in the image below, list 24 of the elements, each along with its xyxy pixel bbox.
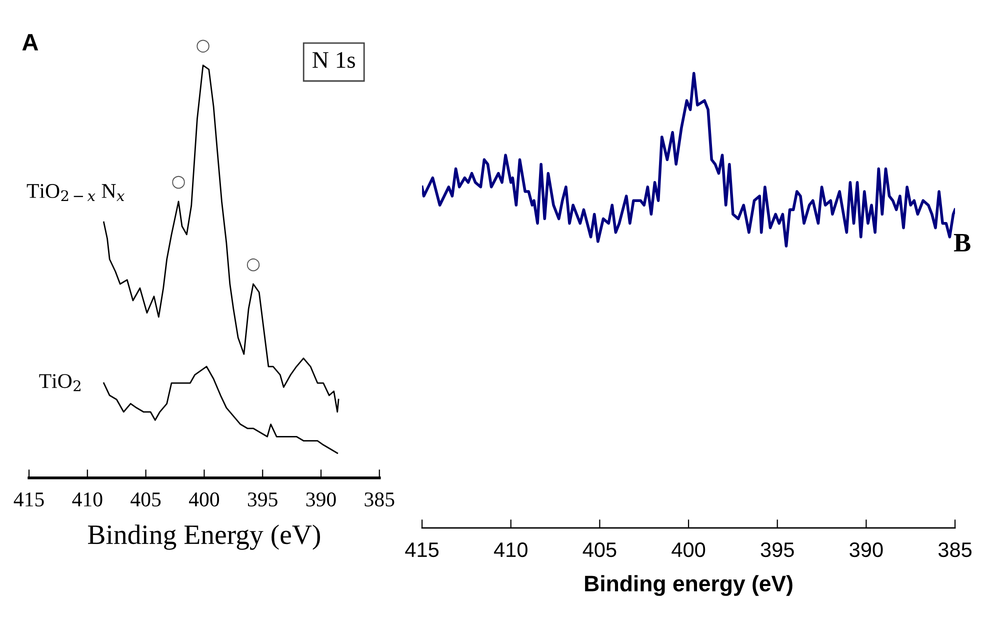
- series-label: TiO$_{2−x}$ N$_{x}$: [26, 184, 125, 202]
- annotation: N 1s: [312, 52, 355, 68]
- x-tick-label: 390: [306, 492, 336, 506]
- x-tick-label: 415: [14, 492, 44, 506]
- annotation: ○: [246, 258, 260, 272]
- annotation: ○: [196, 40, 210, 53]
- x-tick-label: 400: [672, 542, 706, 558]
- annotation: ○: [172, 176, 185, 189]
- x-tick-label: 395: [248, 492, 278, 506]
- x-axis-title: Binding Energy (eV): [88, 524, 320, 550]
- x-axis-title: Binding energy (eV): [585, 575, 792, 596]
- x-tick-label: 415: [405, 542, 439, 558]
- annotation: B: [954, 234, 970, 252]
- series-label: TiO$_{2}$: [39, 374, 80, 392]
- x-tick-label: 410: [72, 492, 102, 506]
- x-tick-label: 395: [760, 542, 794, 558]
- x-tick-label: 385: [938, 542, 972, 558]
- x-tick-label: 390: [850, 542, 883, 558]
- x-tick-label: 385: [364, 492, 394, 506]
- x-tick-label: 405: [582, 542, 616, 558]
- x-tick-label: 400: [188, 492, 220, 506]
- x-tick-label: 410: [494, 542, 528, 558]
- x-tick-label: 405: [130, 492, 161, 506]
- text: A: [22, 34, 38, 50]
